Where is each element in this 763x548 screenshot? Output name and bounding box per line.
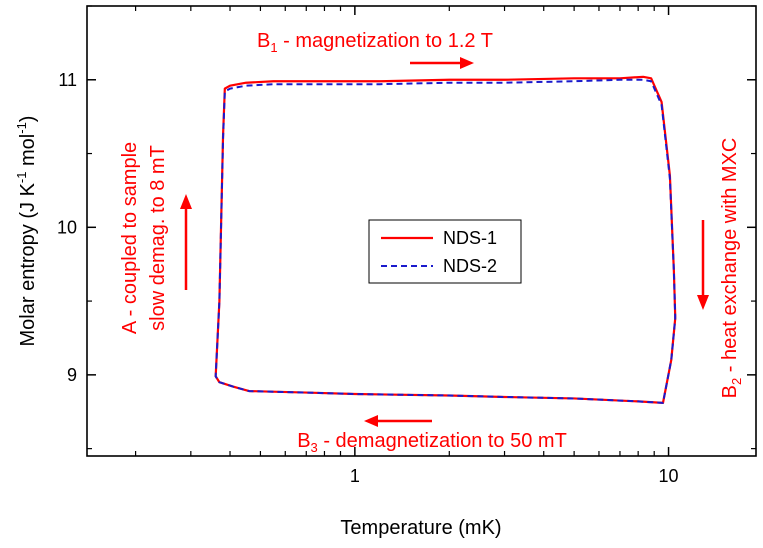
annotation-top: B1 - magnetization to 1.2 T	[257, 30, 493, 55]
x-tick-label: 10	[659, 466, 679, 486]
annotation-bottom-b: B	[297, 430, 310, 452]
y-axis-label-end: )	[17, 116, 39, 123]
annotation-left-line1: A - coupled to sample	[119, 142, 141, 334]
arrow-down	[697, 220, 709, 310]
annotation-top-text: - magnetization to 1.2 T	[278, 30, 493, 52]
annotation-right-sub: 2	[729, 378, 744, 385]
annotation-top-sub: 1	[270, 40, 277, 55]
annotation-right-text: - heat exchange with MXC	[719, 138, 741, 378]
legend-label-nds-1: NDS-1	[443, 228, 497, 248]
y-tick-label: 11	[58, 70, 77, 90]
arrow-left	[364, 415, 432, 427]
plot-frame	[86, 5, 757, 457]
x-axis-label: Temperature (mK)	[340, 517, 501, 539]
legend-box	[368, 219, 522, 284]
series-line-nds-2	[214, 78, 677, 404]
annotation-bottom-text: - demagnetization to 50 mT	[318, 430, 567, 452]
x-tick-label: 1	[350, 466, 360, 486]
y-tick-label: 9	[67, 365, 77, 385]
legend: NDS-1 NDS-2	[368, 219, 522, 284]
y-axis-label-mid: mol	[17, 134, 39, 172]
arrow-right	[410, 57, 474, 69]
series-layer	[214, 75, 677, 404]
annotation-left-line2: slow demag. to 8 mT	[147, 145, 169, 331]
tick-layer: 1 10 9 10 11	[57, 5, 756, 486]
annotation-right-b: B	[719, 385, 741, 398]
y-tick-label: 10	[57, 217, 77, 237]
arrow-up	[180, 194, 192, 290]
y-axis-label: Molar entropy (J K-1 mol-1)	[14, 116, 39, 347]
annotation-bottom: B3 - demagnetization to 50 mT	[297, 430, 567, 455]
y-axis-label-main: Molar entropy (J K	[17, 182, 39, 346]
annotation-right: B2 - heat exchange with MXC	[719, 138, 744, 399]
annotation-bottom-sub: 3	[311, 440, 318, 455]
y-axis-label-sup2: -1	[14, 122, 29, 134]
y-axis-label-sup1: -1	[14, 172, 29, 184]
legend-label-nds-2: NDS-2	[443, 256, 497, 276]
annotation-top-b: B	[257, 30, 270, 52]
